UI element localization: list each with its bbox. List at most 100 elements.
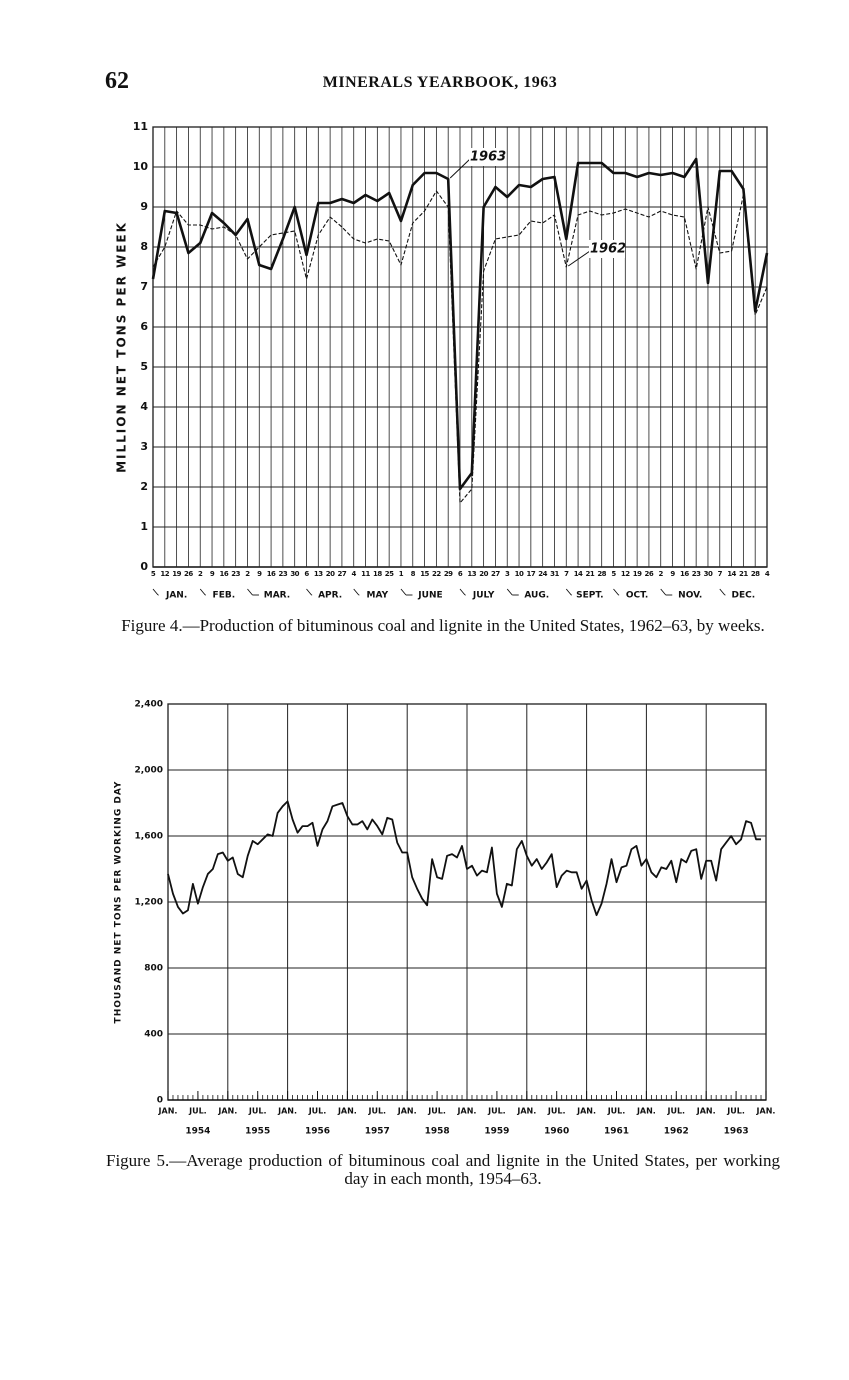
month-label: APR. [318,591,342,601]
x-tick-label: 23 [279,570,288,578]
x-tick-label: 7 [718,570,723,578]
x-tick-label: 25 [385,570,394,578]
x-tick-label: JAN. [158,1107,178,1116]
figure-caption: Figure 4.—Production of bituminous coal … [121,616,765,635]
x-tick-label: 20 [326,570,335,578]
series-label-bg [469,148,505,166]
x-tick-label: 12 [621,570,630,578]
x-tick-label: 18 [373,570,382,578]
x-tick-label: JUL. [726,1107,745,1116]
year-label: 1963 [724,1127,749,1137]
series-leader [567,250,591,267]
y-tick-label: 1,200 [135,898,163,908]
x-tick-label: 9 [210,570,215,578]
y-tick-label: 7 [140,280,148,293]
month-bracket [400,588,407,596]
x-tick-label: JUL. [607,1107,626,1116]
x-tick-label: 14 [574,570,583,578]
x-tick-label: 9 [670,570,675,578]
x-tick-label: JUL. [427,1107,446,1116]
x-tick-label: 21 [586,570,595,578]
y-axis-label: MILLION NET TONS PER WEEK [115,221,129,473]
month-bracket [613,588,619,596]
x-tick-label: 2 [245,570,250,578]
year-label: 1960 [544,1127,569,1137]
month-label: NOV. [678,591,702,601]
month-label: JAN. [165,591,187,601]
month-label: FEB. [213,591,236,601]
x-tick-label: 23 [692,570,701,578]
series-line [151,157,769,491]
x-tick-label: 3 [505,570,510,578]
x-tick-label: 12 [160,570,169,578]
x-tick-label: 24 [538,570,547,578]
x-tick-label: JUL. [248,1107,267,1116]
month-bracket [459,588,466,596]
x-tick-label: 30 [290,570,299,578]
series-label-bg [589,240,625,258]
x-tick-label: 19 [633,570,642,578]
y-tick-label: 0 [140,560,148,573]
year-label: 1956 [305,1127,330,1137]
x-tick-label: JUL. [547,1107,566,1116]
x-tick-label: 14 [727,570,736,578]
month-label: JULY [472,591,495,601]
month-bracket [152,588,159,596]
x-tick-label: 11 [361,570,370,578]
x-tick-label: 13 [314,570,323,578]
year-label: 1955 [245,1127,270,1137]
month-label: MAY [367,591,389,601]
x-tick-label: JAN. [397,1107,417,1116]
x-tick-label: JUL. [188,1107,207,1116]
figure-caption: Figure 5.—Average production of bitumino… [106,1151,780,1188]
year-label: 1961 [604,1127,629,1137]
series-label: 1963 [470,150,506,165]
x-tick-label: 30 [704,570,713,578]
y-tick-label: 2,000 [135,766,163,776]
x-tick-label: 4 [352,570,357,578]
x-tick-label: 26 [184,570,193,578]
y-tick-label: 11 [133,120,148,133]
x-tick-label: JAN. [636,1107,656,1116]
x-tick-label: 13 [467,570,476,578]
series-line [167,800,762,917]
x-tick-label: 7 [564,570,569,578]
month-label: AUG. [524,591,549,601]
month-bracket [565,588,572,596]
y-tick-label: 8 [140,240,148,253]
x-tick-label: 22 [432,570,441,578]
x-tick-label: 4 [765,570,770,578]
y-tick-label: 2 [140,480,148,493]
x-tick-label: 29 [444,570,453,578]
x-tick-label: 27 [491,570,500,578]
y-tick-label: 800 [144,964,163,974]
x-tick-label: JAN. [756,1107,776,1116]
y-tick-label: 1 [140,520,148,533]
month-bracket [306,588,312,596]
y-tick-label: 6 [140,320,148,333]
y-tick-label: 2,400 [135,700,163,710]
y-tick-label: 3 [140,440,148,453]
month-bracket [660,588,667,596]
y-tick-label: 9 [140,200,148,213]
x-tick-label: 27 [338,570,347,578]
month-bracket [199,588,206,596]
y-tick-label: 4 [140,400,148,413]
x-tick-label: 5 [611,570,616,578]
y-axis-label: THOUSAND NET TONS PER WORKING DAY [114,781,124,1024]
x-tick-label: 16 [680,570,689,578]
x-tick-label: 5 [151,570,156,578]
running-title: MINERALS YEARBOOK, 1963 [322,74,558,91]
x-tick-label: 9 [257,570,262,578]
page-number: 62 [105,68,129,94]
month-label: DEC. [732,591,756,601]
x-tick-label: 6 [304,570,309,578]
series-leader [449,158,471,179]
x-tick-label: 15 [420,570,429,578]
x-tick-label: 23 [231,570,240,578]
x-tick-label: 21 [739,570,748,578]
x-tick-label: 31 [550,570,559,578]
x-tick-label: JUL. [487,1107,506,1116]
